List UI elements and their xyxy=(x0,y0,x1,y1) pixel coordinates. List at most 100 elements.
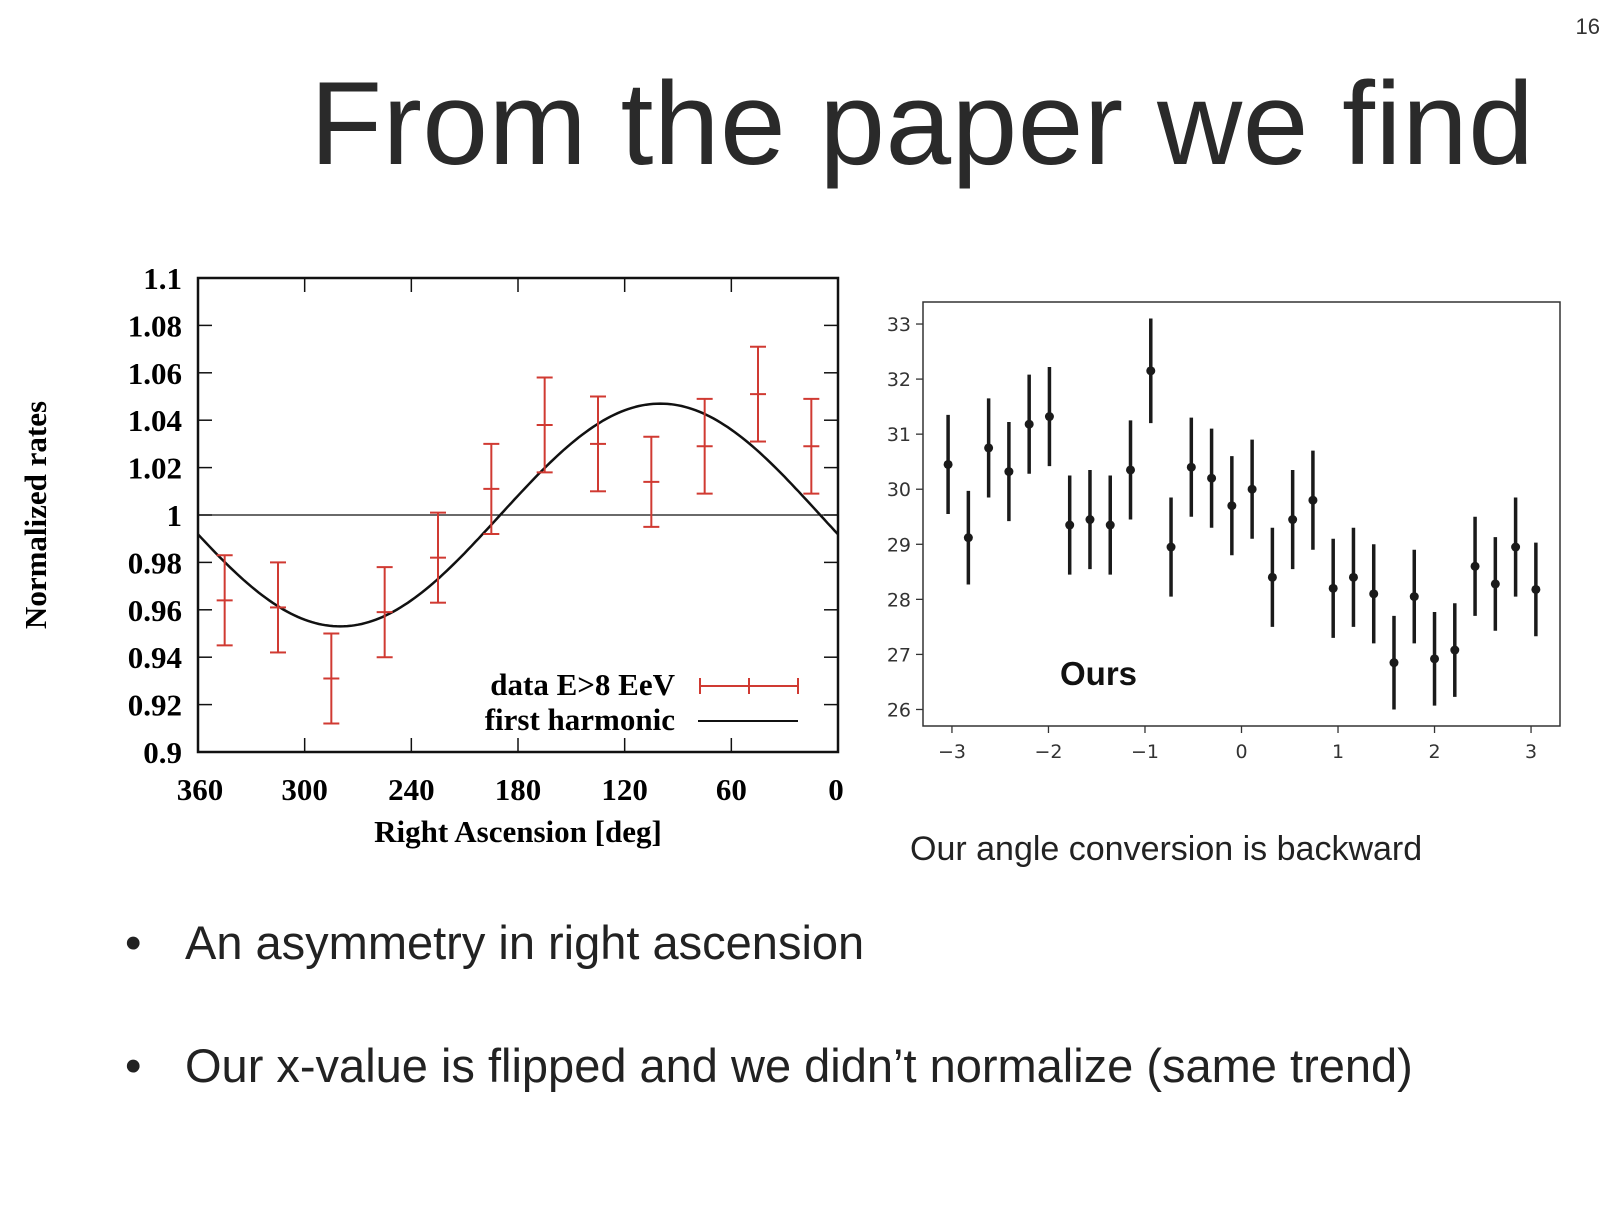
point-marker xyxy=(1126,465,1136,475)
data-point xyxy=(1288,469,1298,570)
data-point xyxy=(750,345,766,443)
paper-chart-ylabel: Normalized rates xyxy=(18,401,53,629)
chart-caption: Our angle conversion is backward xyxy=(910,830,1423,868)
point-marker xyxy=(1490,579,1500,589)
slide-number: 16 xyxy=(1575,14,1600,39)
data-point xyxy=(1186,417,1196,517)
point-marker xyxy=(1531,584,1541,594)
data-point xyxy=(1044,366,1054,467)
bullet-dot-icon: • xyxy=(125,1039,142,1092)
y-tick-label: 0.96 xyxy=(128,593,182,628)
point-marker xyxy=(943,459,953,469)
data-point xyxy=(963,490,973,585)
x-tick-label: 360 xyxy=(177,772,224,807)
y-tick-label: 0.98 xyxy=(128,545,182,580)
x-tick-label: 60 xyxy=(716,772,747,807)
x-tick-label: −3 xyxy=(938,741,966,763)
point-marker xyxy=(1348,572,1358,582)
point-marker xyxy=(1085,515,1095,525)
data-point xyxy=(1227,456,1237,556)
paper-chart: 1.11.081.061.041.0210.980.960.940.920.93… xyxy=(18,261,844,849)
data-point xyxy=(1389,615,1399,710)
data-point xyxy=(1126,420,1136,520)
point-marker xyxy=(1207,473,1217,483)
point-marker xyxy=(1024,419,1034,429)
bullet-dot-icon: • xyxy=(125,916,142,969)
point-marker xyxy=(1065,520,1075,530)
y-tick-label: 0.94 xyxy=(128,640,182,675)
data-point xyxy=(1085,469,1095,570)
point-marker xyxy=(1308,495,1318,505)
data-point xyxy=(216,554,233,647)
paper-chart-legend: data E>8 EeV first harmonic xyxy=(485,667,799,737)
point-marker xyxy=(1328,583,1338,593)
point-marker xyxy=(963,533,973,543)
x-tick-label: 2 xyxy=(1428,741,1440,763)
data-point xyxy=(1267,527,1277,627)
y-tick-label: 1.1 xyxy=(143,261,182,296)
x-tick-label: 300 xyxy=(281,772,328,807)
ours-chart-annotation: Ours xyxy=(1060,655,1137,692)
point-marker xyxy=(1105,520,1115,530)
data-point xyxy=(270,561,286,654)
point-marker xyxy=(1227,501,1237,511)
legend-swatch-data xyxy=(699,678,799,694)
x-tick-label: −1 xyxy=(1131,741,1159,763)
point-marker xyxy=(1511,542,1521,552)
x-tick-label: 0 xyxy=(828,772,844,807)
y-tick-label: 26 xyxy=(887,699,911,721)
x-tick-label: 1 xyxy=(1332,741,1344,763)
ours-chart-marks xyxy=(943,318,1541,710)
point-marker xyxy=(1470,561,1480,571)
y-tick-label: 30 xyxy=(887,479,911,501)
x-tick-label: 3 xyxy=(1525,741,1537,763)
data-point xyxy=(1470,516,1480,616)
ours-chart-frame xyxy=(922,301,1561,727)
data-point xyxy=(1430,612,1440,706)
harmonic-curve xyxy=(197,402,839,628)
bullet-text: Our x-value is flipped and we didn’t nor… xyxy=(185,1039,1413,1092)
bullet-item: • Our x-value is flipped and we didn’t no… xyxy=(125,1038,1413,1093)
data-point xyxy=(376,566,393,659)
data-point xyxy=(1348,527,1358,627)
point-marker xyxy=(1409,592,1419,602)
x-tick-label: 240 xyxy=(388,772,435,807)
data-point xyxy=(803,397,820,495)
ours-chart-ticks: 26 27 28 29 30 31 32 33 −3 −2 −1 0 1 2 3 xyxy=(887,314,1537,763)
data-point xyxy=(1247,439,1257,539)
data-point xyxy=(1369,544,1379,644)
data-point xyxy=(1490,537,1500,631)
data-point xyxy=(984,398,994,498)
data-point xyxy=(1146,318,1156,424)
point-marker xyxy=(1044,412,1054,422)
y-tick-label: 32 xyxy=(887,369,911,391)
paper-chart-ticks: 1.11.081.061.041.0210.980.960.940.920.93… xyxy=(128,261,844,807)
bullet-item: • An asymmetry in right ascension xyxy=(125,915,864,970)
y-tick-label: 0.9 xyxy=(143,735,182,770)
paper-chart-xlabel: Right Ascension [deg] xyxy=(374,814,662,849)
y-tick-label: 1 xyxy=(167,498,183,533)
point-marker xyxy=(1288,515,1298,525)
y-tick-label: 33 xyxy=(887,314,911,336)
data-point xyxy=(1004,422,1014,522)
data-point xyxy=(943,414,953,514)
point-marker xyxy=(984,443,994,453)
data-point xyxy=(323,632,340,725)
x-tick-label: 180 xyxy=(495,772,542,807)
paper-chart-frame xyxy=(196,276,840,754)
point-marker xyxy=(1430,654,1440,664)
point-marker xyxy=(1247,484,1257,494)
y-tick-label: 29 xyxy=(887,534,911,556)
y-tick-label: 27 xyxy=(887,644,911,666)
y-tick-label: 28 xyxy=(887,589,911,611)
data-point xyxy=(1024,374,1034,474)
data-point xyxy=(1166,497,1176,597)
x-tick-label: 120 xyxy=(601,772,648,807)
y-tick-label: 1.08 xyxy=(128,308,182,343)
y-tick-label: 1.06 xyxy=(128,356,182,391)
data-point xyxy=(1511,497,1521,597)
point-marker xyxy=(1450,645,1460,655)
data-point xyxy=(483,442,500,535)
data-point xyxy=(1065,475,1075,575)
y-tick-label: 1.04 xyxy=(128,403,182,438)
